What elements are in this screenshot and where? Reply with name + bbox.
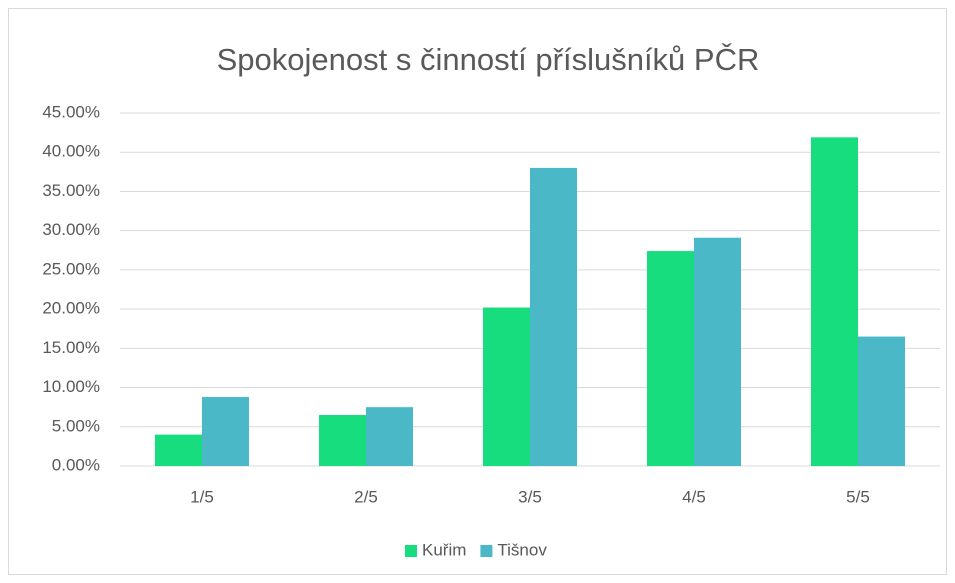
x-tick-label: 5/5 bbox=[846, 487, 870, 506]
x-tick-label: 3/5 bbox=[518, 487, 542, 506]
y-tick-label: 45.00% bbox=[42, 102, 100, 121]
bar bbox=[647, 251, 694, 466]
bar bbox=[366, 407, 413, 466]
legend-label: Kuřim bbox=[422, 540, 466, 559]
x-tick-label: 2/5 bbox=[354, 487, 378, 506]
x-tick-label: 4/5 bbox=[682, 487, 706, 506]
legend-swatch bbox=[480, 545, 493, 557]
bar bbox=[858, 336, 905, 466]
legend-label: Tišnov bbox=[497, 540, 547, 559]
chart-border bbox=[8, 8, 947, 575]
y-tick-label: 25.00% bbox=[42, 259, 100, 278]
y-tick-label: 40.00% bbox=[42, 142, 100, 161]
legend-swatch bbox=[405, 545, 417, 557]
bar bbox=[811, 137, 858, 466]
chart-title: Spokojenost s činností příslušníků PČR bbox=[217, 42, 760, 77]
y-tick-label: 35.00% bbox=[42, 181, 100, 200]
y-tick-label: 5.00% bbox=[52, 416, 100, 435]
bar bbox=[319, 415, 366, 466]
x-tick-label: 1/5 bbox=[190, 487, 214, 506]
bar bbox=[530, 167, 577, 466]
y-tick-label: 30.00% bbox=[42, 220, 100, 239]
y-tick-label: 15.00% bbox=[42, 338, 100, 357]
bar bbox=[202, 396, 249, 466]
y-tick-label: 10.00% bbox=[42, 377, 100, 396]
bar bbox=[694, 237, 741, 466]
y-tick-label: 20.00% bbox=[42, 299, 100, 318]
y-tick-label: 0.00% bbox=[52, 455, 100, 474]
bar bbox=[483, 307, 530, 466]
bar bbox=[155, 434, 202, 466]
